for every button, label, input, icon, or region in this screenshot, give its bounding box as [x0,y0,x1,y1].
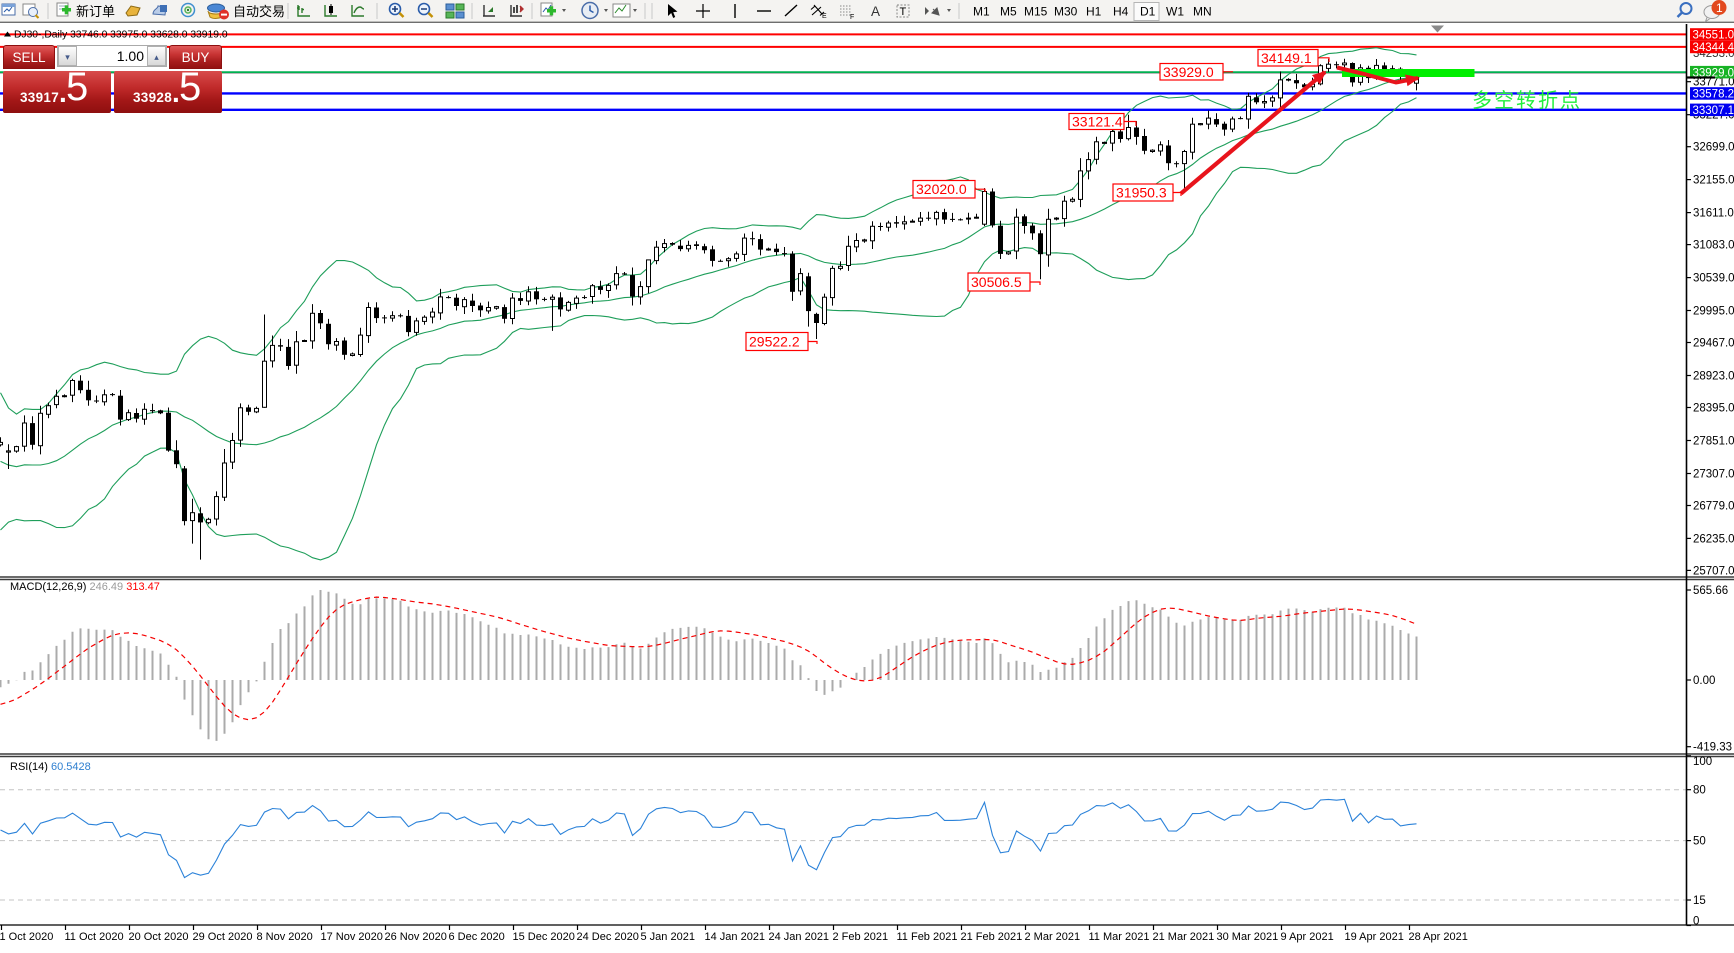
svg-text:50: 50 [1693,836,1706,848]
svg-text:11 Feb 2021: 11 Feb 2021 [897,931,958,943]
svg-text:26 Nov 2020: 26 Nov 2020 [385,931,447,943]
svg-text:32020.0: 32020.0 [916,181,967,197]
svg-text:29467.0: 29467.0 [1693,338,1734,350]
svg-text:8 Nov 2020: 8 Nov 2020 [257,931,313,943]
svg-text:29522.2: 29522.2 [749,334,800,350]
svg-text:27851.0: 27851.0 [1693,436,1734,448]
svg-text:27307.0: 27307.0 [1693,469,1734,481]
svg-text:11 Mar 2021: 11 Mar 2021 [1089,931,1150,943]
svg-text:MACD(12,26,9) 246.49 313.47: MACD(12,26,9) 246.49 313.47 [10,581,160,593]
svg-text:29995.0: 29995.0 [1693,306,1734,318]
svg-text:28923.0: 28923.0 [1693,371,1734,383]
svg-text:32155.0: 32155.0 [1693,175,1734,187]
svg-text:100: 100 [1693,756,1712,768]
svg-text:9 Apr 2021: 9 Apr 2021 [1281,931,1334,943]
svg-text:80: 80 [1693,785,1706,797]
svg-text:多空转折点: 多空转折点 [1472,89,1582,112]
svg-text:21 Mar 2021: 21 Mar 2021 [1153,931,1215,943]
svg-text:24 Dec 2020: 24 Dec 2020 [577,931,639,943]
svg-text:26235.0: 26235.0 [1693,533,1734,545]
svg-text:34149.1: 34149.1 [1261,50,1312,66]
svg-text:565.66: 565.66 [1693,585,1728,597]
svg-text:17 Nov 2020: 17 Nov 2020 [321,931,383,943]
svg-text:11 Oct 2020: 11 Oct 2020 [65,931,124,943]
svg-text:21 Feb 2021: 21 Feb 2021 [961,931,1023,943]
svg-text:2 Mar 2021: 2 Mar 2021 [1025,931,1081,943]
svg-text:33121.4: 33121.4 [1072,114,1123,130]
svg-text:28395.0: 28395.0 [1693,403,1734,415]
svg-text:29 Oct 2020: 29 Oct 2020 [193,931,253,943]
svg-text:20 Oct 2020: 20 Oct 2020 [129,931,189,943]
svg-text:30506.5: 30506.5 [971,274,1022,290]
svg-text:30 Mar 2021: 30 Mar 2021 [1217,931,1279,943]
svg-text:25707.0: 25707.0 [1693,565,1734,577]
svg-text:31950.3: 31950.3 [1116,185,1167,201]
svg-text:6 Dec 2020: 6 Dec 2020 [449,931,505,943]
svg-text:33929.0: 33929.0 [1163,64,1214,80]
svg-text:0.00: 0.00 [1693,675,1715,687]
svg-text:19 Apr 2021: 19 Apr 2021 [1345,931,1404,943]
svg-text:33307.1: 33307.1 [1693,105,1734,117]
svg-text:24 Jan 2021: 24 Jan 2021 [769,931,830,943]
svg-text:14 Jan 2021: 14 Jan 2021 [705,931,766,943]
svg-text:0: 0 [1693,916,1699,928]
svg-text:5 Jan 2021: 5 Jan 2021 [641,931,695,943]
svg-text:15: 15 [1693,895,1706,907]
svg-text:1 Oct 2020: 1 Oct 2020 [0,931,53,943]
svg-text:15 Dec 2020: 15 Dec 2020 [513,931,575,943]
svg-text:32699.0: 32699.0 [1693,142,1734,154]
svg-text:34551.0: 34551.0 [1693,30,1734,42]
svg-text:33578.2: 33578.2 [1693,89,1734,101]
svg-text:30539.0: 30539.0 [1693,273,1734,285]
svg-text:DJ30-,Daily 33746.0 33975.0 3: DJ30-,Daily 33746.0 33975.0 33628.0 3391… [14,30,228,41]
svg-text:26779.0: 26779.0 [1693,501,1734,513]
svg-text:28 Apr 2021: 28 Apr 2021 [1409,931,1468,943]
svg-text:-419.33: -419.33 [1693,742,1732,754]
svg-text:2 Feb 2021: 2 Feb 2021 [833,931,889,943]
svg-text:RSI(14) 60.5428: RSI(14) 60.5428 [10,761,91,773]
svg-text:34344.4: 34344.4 [1693,42,1734,54]
svg-text:31611.0: 31611.0 [1693,208,1734,220]
svg-text:31083.0: 31083.0 [1693,240,1734,252]
